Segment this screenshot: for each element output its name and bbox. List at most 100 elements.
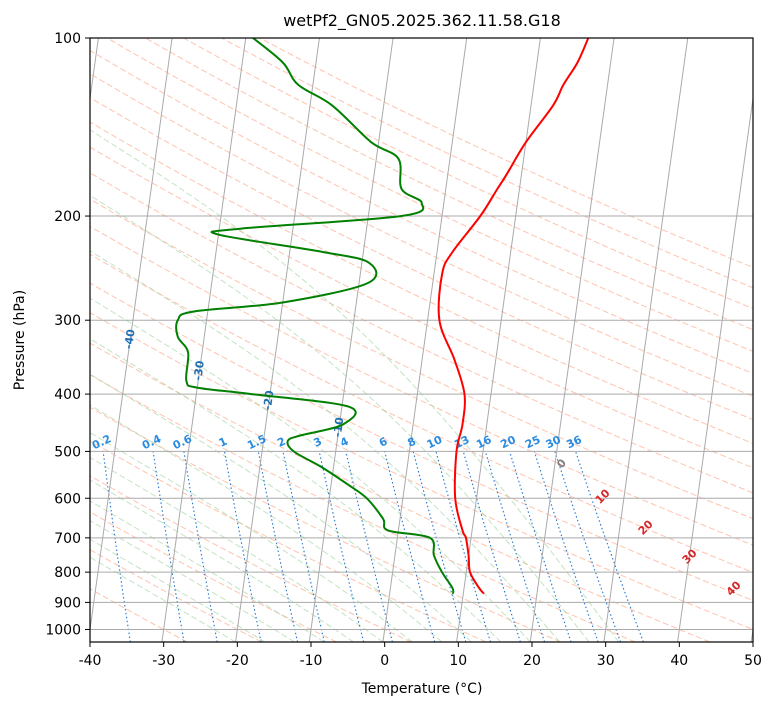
y-tick-label: 700 [54,531,81,547]
mixing-ratio-line [575,451,644,642]
mixing-ratio-lines [102,451,644,642]
isotherm-line [235,38,320,642]
x-tick-label: 0 [380,653,389,669]
moist-adiabat-line [90,479,354,642]
x-tick-label: -40 [79,653,102,669]
mixing-ratio-line [435,451,492,642]
moist-adiabat-line [90,338,502,642]
mixing-ratio-line [554,451,622,642]
y-tick-label: 300 [54,313,81,329]
dry-adiabat-line [90,225,753,546]
dry-adiabat-line [259,38,753,268]
x-tick-label: 40 [670,653,688,669]
mixing-ratio-line [183,451,218,642]
mixing-ratio-line [223,451,262,642]
x-tick-label: -30 [152,653,175,669]
isotherm-line [677,94,753,642]
moist-adiabat-line [90,456,384,642]
y-tick-label: 1000 [45,623,81,639]
isotherm-line [161,38,247,642]
dry-adiabat-line [90,374,636,642]
isotherm-label: -50 [54,287,70,309]
dry-adiabat-line [90,475,412,642]
dry-adiabat-line [107,38,753,352]
mixing-ratio-line [345,451,393,642]
isotherm-label: -40 [122,328,138,350]
x-tick-label: 20 [523,653,541,669]
isotherm-line [529,38,615,642]
mixing-ratio-line [533,451,599,642]
y-tick-label: 200 [54,209,81,225]
line-labels: -100-90-80-70-60-50-40-30-20-100.10.20.4… [0,244,744,599]
mixing-ratio-line [509,451,572,642]
mixing-ratio-line [152,451,185,642]
mixing-ratio-line [282,451,325,642]
dry-adiabat-line [145,38,753,331]
mixing-ratio-label: 10 [425,433,445,451]
isotherms [90,38,753,642]
x-tick-label: -10 [300,653,323,669]
mixing-ratio-label: 36 [564,433,584,451]
dry-adiabats [90,38,753,642]
mixing-ratio-label: 30 [544,433,564,451]
mixing-ratio-label: 20 [498,433,518,451]
dry-adiabat-line [90,146,753,469]
moist-adiabats [90,129,620,642]
x-axis-label: Temperature (°C) [361,681,483,697]
dry-adiabat-line [90,49,753,375]
mixing-ratio-line [102,451,131,642]
y-axis-label: Pressure (hPa) [12,290,28,390]
isotherm-line [603,38,689,642]
plot-frame [89,37,754,643]
grid-lines [90,215,753,630]
y-tick-label: 800 [54,565,81,581]
mixing-ratio-line [257,451,299,642]
y-tick-label: 100 [54,31,81,47]
dry-adiabat-line [90,97,753,421]
temperature-line [437,38,590,595]
sounding-series [175,38,590,595]
y-tick-label: 900 [54,595,81,611]
axes: -40 -30 -20 -10 0 10 20 30 40 50 100 200 300 400 500 60… [45,31,762,669]
moist-adiabat-line [90,129,620,642]
dry-adiabat-line [90,172,753,494]
x-tick-label: 30 [597,653,615,669]
moist-adiabat-line [90,404,443,642]
dry-adiabat-line [90,121,753,444]
y-tick-label: 400 [54,387,81,403]
mixing-ratio-line [412,451,467,642]
isotherm-label: -60 [0,244,2,266]
mixing-ratio-label: 25 [523,433,542,451]
x-tick-label: -20 [226,653,249,669]
isotherm-line [308,38,394,642]
x-tick-label: 50 [744,653,762,669]
y-tick-label: 500 [54,444,81,460]
chart-title: wetPf2_GN05.2025.362.11.58.G18 [283,11,561,31]
dry-adiabat-line [183,38,753,310]
dry-adiabat-line [90,342,711,642]
dry-adiabat-line [90,282,753,602]
plot-area [90,38,753,642]
moist-adiabat-line [90,556,236,642]
isotherm-line [750,625,753,642]
isotherm-label: -30 [191,359,207,381]
x-tick-label: 10 [449,653,467,669]
dry-adiabat-line [90,73,753,397]
isotherm-line [456,38,541,642]
mixing-ratio-line [384,451,436,642]
mixing-ratio-label: 16 [474,433,494,451]
isotherm-label: -20 [261,389,277,411]
y-tick-label: 600 [54,491,81,507]
dry-adiabat-line [90,511,337,642]
moist-adiabat-line [90,297,531,642]
isotherm-line [382,38,468,642]
moist-adiabat-line [90,538,266,642]
dewpoint-line [175,38,455,594]
moist-adiabat-line [90,250,561,642]
mixing-ratio-line [318,451,365,642]
isotherm-line [90,38,173,634]
moist-adiabat-line [90,373,472,642]
moist-adiabat-line [90,194,590,642]
mixing-ratio-line [462,451,521,642]
